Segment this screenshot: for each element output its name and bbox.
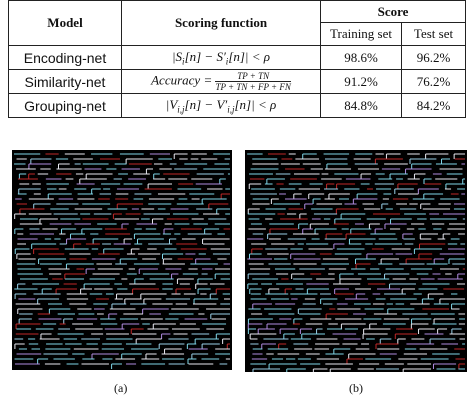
scoring: Accuracy = TP + TN TP + TN + FP + FN <box>121 69 321 94</box>
numerator: TP + TN <box>215 71 291 82</box>
header-test: Test set <box>401 22 466 46</box>
formula-part: [n]| < ρ <box>234 96 277 112</box>
model: Encoding-net <box>8 45 122 70</box>
formula-part: |S <box>171 48 183 64</box>
formula-part: [n] − S′ <box>184 48 226 64</box>
formula-sub: i,j <box>227 104 235 115</box>
formula-part: [n] − V′ <box>184 96 228 112</box>
figure-image <box>245 150 467 372</box>
fraction: TP + TN TP + TN + FP + FN <box>215 71 291 92</box>
results-table: Model Scoring function Score Training se… <box>8 0 466 118</box>
figure-label: (b) <box>349 381 363 395</box>
formula-sub: i,j <box>177 104 185 115</box>
scoring: |Vi,j[n] − V′i,j[n]| < ρ <box>121 93 321 118</box>
formula-part: [n]| < ρ <box>228 48 271 64</box>
header-score: Score <box>320 0 466 23</box>
formula-part: Accuracy = <box>151 72 213 88</box>
test: 96.2% <box>401 45 466 70</box>
header-scoring: Scoring function <box>121 0 321 46</box>
model: Similarity-net <box>8 69 122 94</box>
test: 76.2% <box>401 69 466 94</box>
denominator: TP + TN + FP + FN <box>215 82 291 92</box>
test: 84.2% <box>401 93 466 118</box>
model: Grouping-net <box>8 93 122 118</box>
header-model: Model <box>8 0 122 46</box>
training: 84.8% <box>320 93 402 118</box>
figure-image <box>12 150 232 370</box>
scoring: |Si[n] − S′i[n]| < ρ <box>121 45 321 70</box>
formula-sub: i <box>182 56 185 67</box>
header-training: Training set <box>320 22 402 46</box>
figure-label: (a) <box>114 381 128 395</box>
formula-part: |V <box>165 96 178 112</box>
training: 98.6% <box>320 45 402 70</box>
formula-sub: i <box>225 56 229 67</box>
training: 91.2% <box>320 69 402 94</box>
